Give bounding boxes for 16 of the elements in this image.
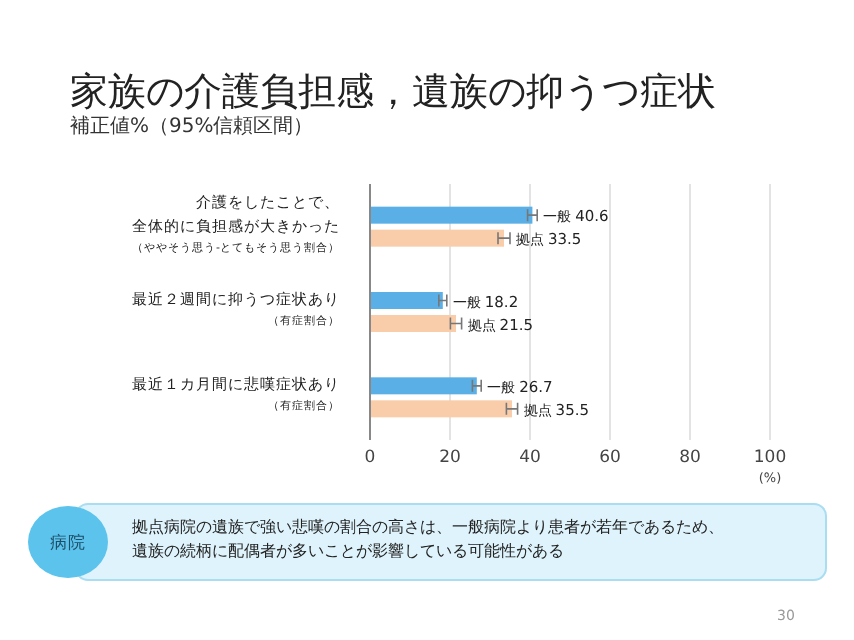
bar [370, 229, 504, 247]
chart-title: 家族の介護負担感，遺族の抑うつ症状 [70, 70, 716, 114]
bar [370, 206, 533, 224]
x-tick-label: 80 [679, 448, 701, 468]
x-tick-label: 40 [519, 448, 541, 468]
x-tick-label: 20 [439, 448, 461, 468]
text: 病院 [50, 532, 86, 554]
x-tick-label: 60 [599, 448, 621, 468]
x-tick-label: 0 [364, 448, 376, 468]
bar [370, 400, 512, 418]
text: 補正値%（95%信頼区間） [70, 114, 314, 138]
bar [370, 315, 456, 332]
text: 拠点病院の遺族で強い悲嘆の割合の高さは、一般病院より患者が若年であるため、遺族の続柄に配偶者が多いことが影響している可能性がある [132, 518, 724, 560]
bar [370, 377, 477, 395]
x-tick-label: 100 [753, 448, 787, 468]
bar [370, 292, 443, 309]
